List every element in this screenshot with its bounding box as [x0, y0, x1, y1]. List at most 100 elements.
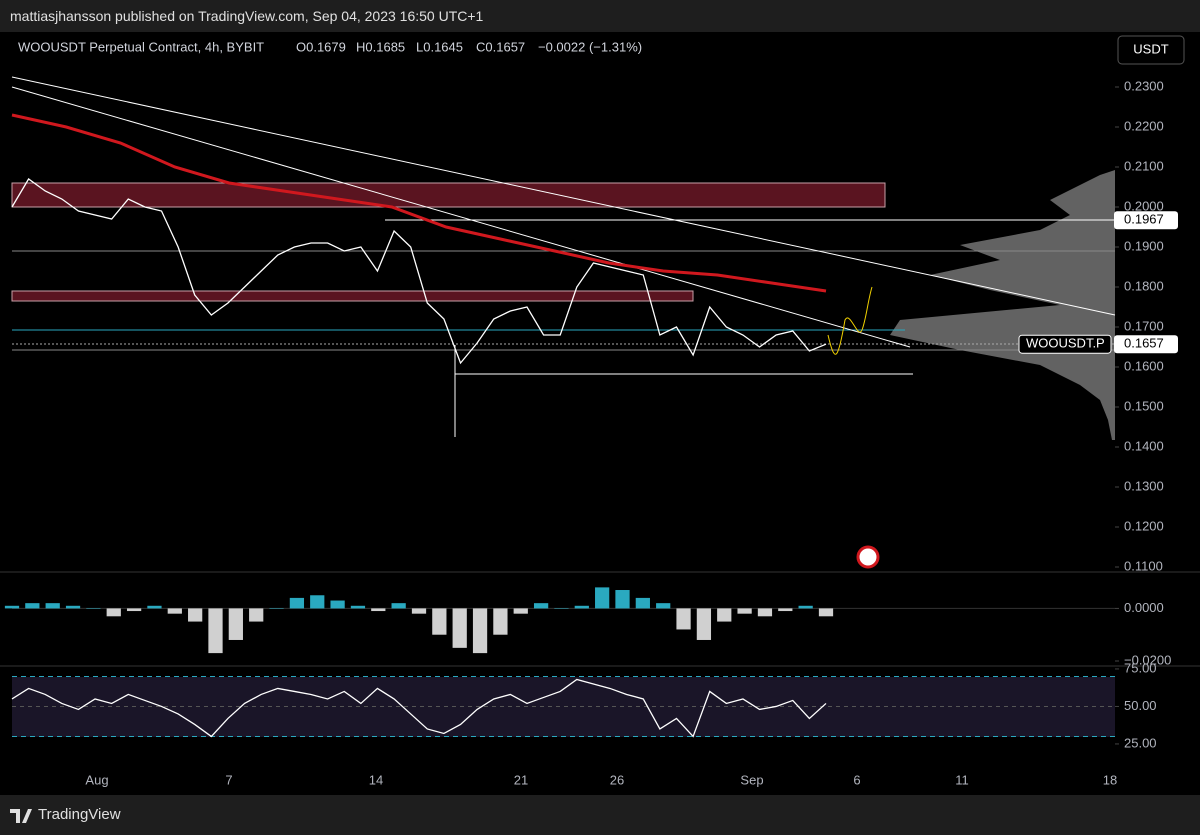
y-tick-label: 0.1300 — [1124, 478, 1164, 493]
histogram-bar — [696, 608, 712, 640]
histogram-bar — [411, 608, 427, 614]
x-tick-label: 7 — [225, 772, 232, 787]
histogram-bar — [717, 608, 732, 622]
x-tick-label: 21 — [514, 772, 528, 787]
histogram-bar — [554, 608, 569, 609]
open: O0.1679 — [296, 39, 346, 54]
histogram-bar — [574, 605, 589, 609]
rsi-line — [11, 678, 827, 738]
brand: TradingView — [38, 806, 121, 823]
histogram-bar — [513, 608, 528, 614]
price-tag — [1114, 211, 1178, 230]
histogram-bar — [798, 605, 813, 609]
symbol: WOOUSDT Perpetual Contract, 4h, BYBIT — [18, 39, 264, 54]
y-tick-label: 0.1500 — [1124, 398, 1164, 413]
y-tick-label: 0.1600 — [1124, 358, 1164, 373]
histogram-bar — [757, 608, 773, 617]
y-tick-label: −0.0200 — [1124, 652, 1171, 667]
currency[interactable]: USDT — [1133, 41, 1168, 56]
histogram-bar — [656, 603, 671, 609]
histogram-bar — [350, 605, 366, 609]
chart: WOOUSDT Perpetual Contract, 4h, BYBIT O0… — [0, 35, 1200, 787]
supply-zone — [11, 290, 694, 302]
histogram-bar — [86, 608, 101, 609]
y-tick-label: 0.0000 — [1124, 600, 1164, 615]
symbol-tag-label: WOOUSDT.P — [1026, 336, 1105, 351]
currency-button[interactable] — [1117, 35, 1185, 65]
histogram-bar — [371, 608, 386, 612]
x-tick-label: 18 — [1103, 772, 1117, 787]
y-tick-label: 0.1400 — [1124, 438, 1164, 453]
price-tag-label: 0.1657 — [1124, 336, 1164, 351]
x-tick-label: 26 — [610, 772, 624, 787]
histogram-bar — [493, 608, 508, 635]
y-tick-label: 0.2300 — [1124, 78, 1164, 93]
histogram-bar — [188, 608, 203, 622]
x-tick-label: 6 — [853, 772, 860, 787]
price-line — [11, 178, 827, 365]
histogram-bar — [472, 608, 488, 654]
histogram-bar — [452, 608, 467, 648]
y-tick-label: 0.1700 — [1124, 318, 1164, 333]
y-tick-label: 75.00 — [1124, 660, 1157, 675]
histogram-bar — [533, 603, 549, 609]
volume-profile — [890, 170, 1115, 440]
histogram-bar — [615, 590, 630, 609]
event-icon — [856, 545, 880, 569]
x-tick-label: Sep — [740, 772, 763, 787]
y-tick-label: 50.00 — [1124, 698, 1157, 713]
publisher: mattiasjhansson published on TradingView… — [10, 8, 484, 24]
y-tick-label: 0.1800 — [1124, 278, 1164, 293]
price-tag — [1114, 335, 1178, 354]
histogram-bar — [595, 587, 610, 609]
histogram-bar — [25, 603, 40, 609]
publisher-bar: mattiasjhansson published on TradingView… — [0, 0, 1200, 32]
projection — [827, 286, 873, 355]
histogram-bar — [45, 603, 60, 609]
y-tick-label: 0.2000 — [1124, 198, 1164, 213]
x-tick-label: 11 — [955, 772, 969, 787]
y-tick-label: 0.2100 — [1124, 158, 1164, 173]
high: H0.1685 — [356, 39, 405, 54]
histogram-bar — [167, 608, 182, 614]
y-tick-label: 25.00 — [1124, 735, 1157, 750]
histogram-bar — [4, 605, 20, 609]
histogram-bar — [65, 605, 81, 609]
histogram-bar — [269, 608, 284, 609]
footer: TradingView — [0, 795, 1200, 835]
rsi-band-bg — [12, 677, 1115, 737]
histogram-bar — [249, 608, 264, 622]
histogram-bar — [737, 608, 752, 614]
x-tick-label: 14 — [369, 772, 383, 787]
histogram-bar — [778, 608, 793, 612]
logo — [10, 809, 32, 823]
supply-zone — [11, 182, 886, 208]
histogram-bar — [147, 605, 162, 609]
histogram-bar — [289, 597, 305, 609]
y-tick-label: 0.1200 — [1124, 518, 1164, 533]
trendline — [11, 86, 911, 348]
histogram-bar — [208, 608, 223, 654]
histogram-bar — [106, 608, 121, 617]
histogram-bar — [676, 608, 691, 630]
histogram-bar — [635, 597, 650, 609]
close: C0.1657 — [476, 39, 525, 54]
histogram-bar — [818, 608, 834, 617]
histogram-bar — [432, 608, 447, 635]
y-tick-label: 0.2200 — [1124, 118, 1164, 133]
y-tick-label: 0.1900 — [1124, 238, 1164, 253]
x-tick-label: Aug — [85, 772, 108, 787]
histogram-bar — [228, 608, 243, 640]
change: −0.0022 (−1.31%) — [538, 39, 642, 54]
low: L0.1645 — [416, 39, 463, 54]
trendline — [11, 76, 1116, 316]
histogram-bar — [310, 595, 325, 609]
price-tag-label: 0.1967 — [1124, 212, 1164, 227]
histogram-bar — [391, 603, 406, 609]
ema-line — [11, 113, 827, 293]
y-tick-label: 0.1100 — [1124, 558, 1163, 573]
symbol-tag — [1018, 334, 1112, 354]
histogram-bar — [126, 608, 142, 612]
histogram-bar — [330, 600, 345, 609]
